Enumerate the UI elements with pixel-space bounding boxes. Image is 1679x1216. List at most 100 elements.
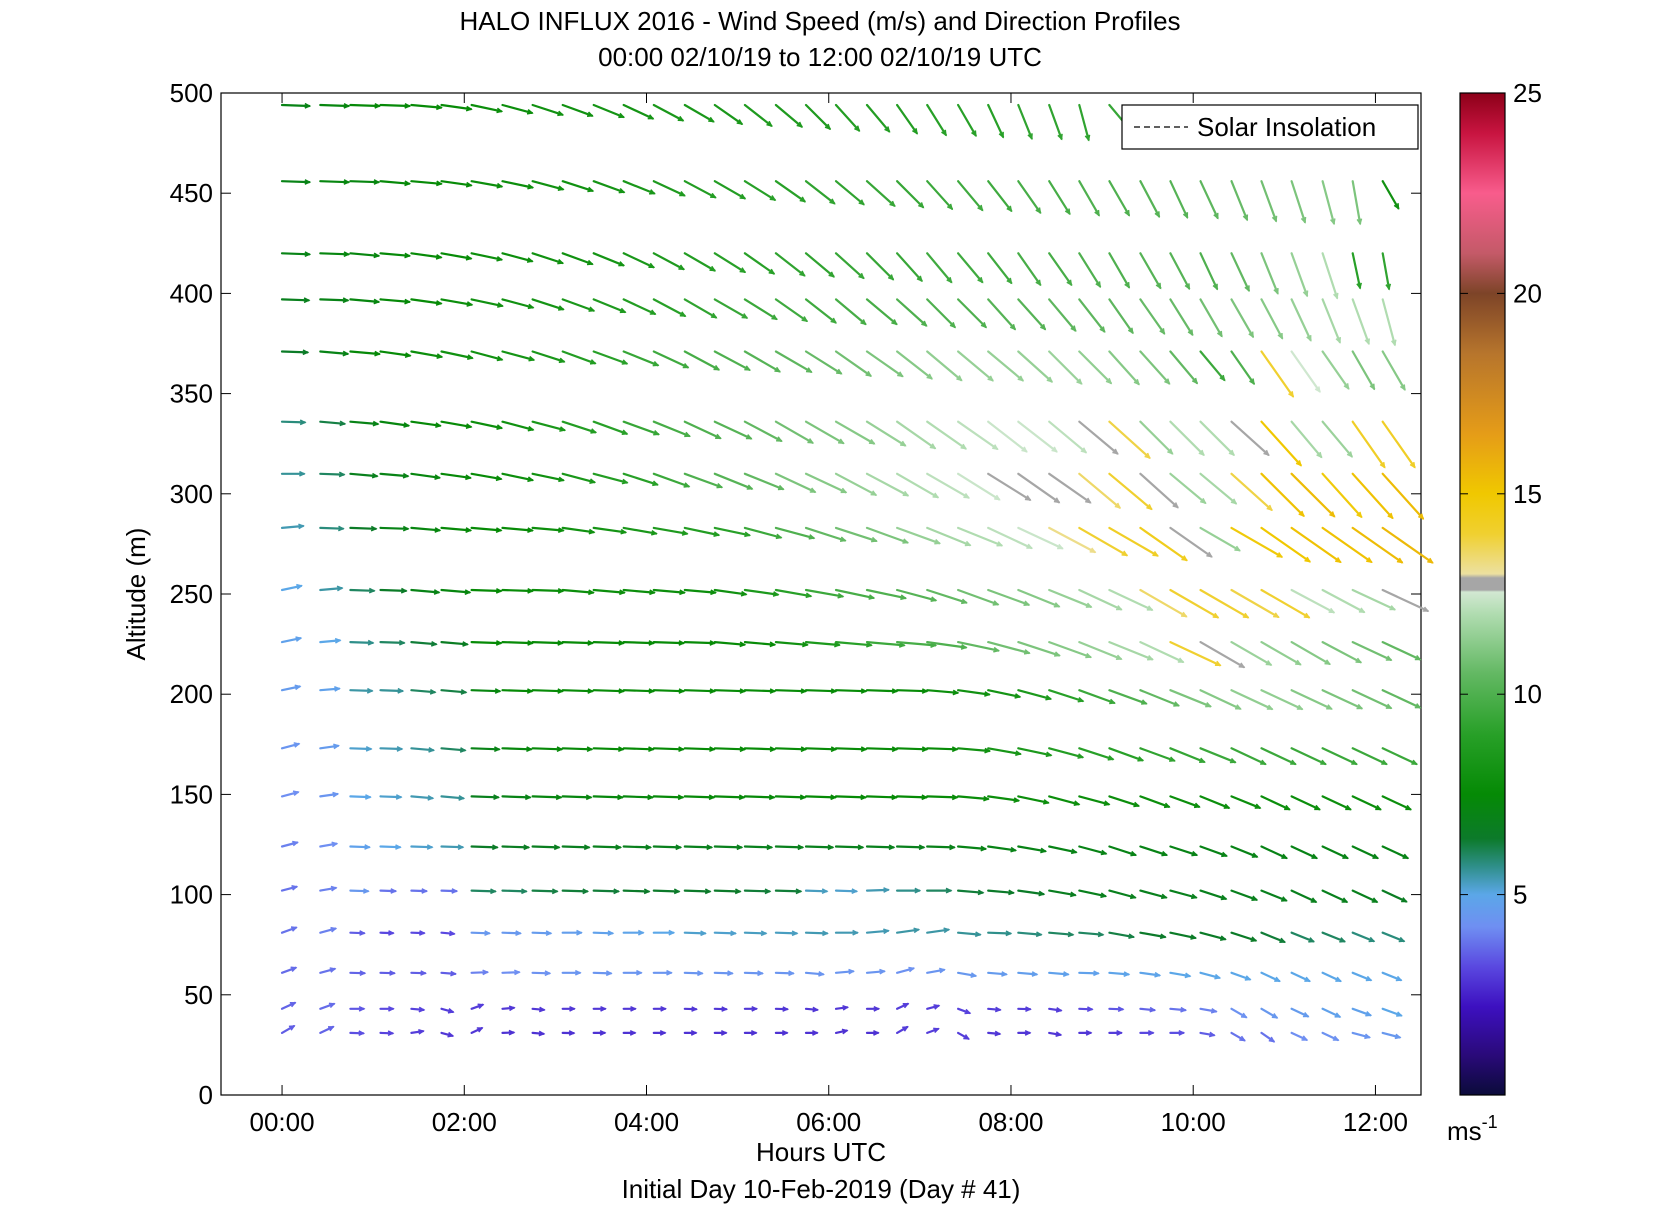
wind-arrow xyxy=(1260,971,1281,983)
wind-arrow xyxy=(1078,747,1114,761)
wind-arrow xyxy=(1017,889,1045,896)
wind-arrow-head xyxy=(828,271,835,278)
wind-arrow-head xyxy=(1006,205,1013,213)
wind-arrow-head xyxy=(1190,934,1197,940)
wind-arrow-head xyxy=(648,746,655,753)
wind-arrow xyxy=(865,795,898,799)
wind-arrow xyxy=(501,689,533,693)
wind-arrow-head xyxy=(1290,759,1297,765)
wind-arrow xyxy=(531,252,564,265)
wind-arrow-head xyxy=(465,105,473,112)
wind-arrow-head xyxy=(362,888,370,894)
wind-arrow-head xyxy=(527,527,534,533)
wind-arrow-head xyxy=(883,887,890,893)
wind-arrow-head xyxy=(781,1029,789,1036)
wind-arrow xyxy=(531,640,564,645)
wind-arrow-head xyxy=(829,198,836,205)
wind-arrow-head xyxy=(1001,971,1008,977)
wind-arrow xyxy=(987,931,1012,935)
wind-arrow-head xyxy=(776,436,783,442)
wind-arrow xyxy=(683,472,723,489)
wind-arrow xyxy=(1290,640,1331,666)
colorbar-unit: ms-1 xyxy=(1447,1112,1498,1146)
wind-arrow-head xyxy=(1077,697,1085,703)
wind-arrow xyxy=(1230,298,1255,338)
wind-arrow xyxy=(743,747,776,751)
wind-arrow-head xyxy=(769,195,777,201)
wind-arrow xyxy=(440,298,473,306)
wind-arrow xyxy=(1260,889,1288,902)
wind-arrow xyxy=(1048,747,1084,759)
wind-arrow-head xyxy=(436,353,444,359)
wind-arrow-head xyxy=(1302,290,1309,298)
wind-arrow-head xyxy=(812,1029,819,1036)
wind-arrow xyxy=(1260,1031,1275,1043)
wind-arrow-head xyxy=(720,1029,728,1036)
wind-arrow xyxy=(804,298,837,324)
wind-arrow-head xyxy=(1024,495,1032,501)
wind-arrow-head xyxy=(388,1005,395,1012)
wind-arrow xyxy=(683,252,716,272)
wind-arrow-head xyxy=(1369,383,1376,391)
wind-arrow-head xyxy=(797,844,805,851)
wind-arrow-head xyxy=(449,930,456,937)
wind-arrow-head xyxy=(1067,931,1075,938)
wind-arrow xyxy=(743,795,775,799)
wind-arrow-head xyxy=(998,131,1004,139)
wind-arrow xyxy=(683,845,713,849)
wind-arrow-head xyxy=(918,844,926,851)
wind-arrow-head xyxy=(1009,323,1017,331)
wind-arrow xyxy=(1139,298,1166,335)
wind-arrow xyxy=(804,472,847,494)
wind-arrow xyxy=(1381,350,1406,391)
wind-arrow-head xyxy=(930,596,938,602)
wind-arrow-head xyxy=(586,259,594,266)
wind-arrow xyxy=(926,180,954,210)
wind-arrow-head xyxy=(666,969,673,976)
wind-arrow xyxy=(1230,1007,1248,1019)
wind-arrow-head xyxy=(290,966,298,972)
wind-arrow xyxy=(319,526,344,530)
wind-arrow xyxy=(501,472,534,482)
wind-arrow-head xyxy=(734,888,742,895)
wind-arrow xyxy=(1017,689,1052,700)
wind-arrow xyxy=(713,252,746,273)
wind-arrow-head xyxy=(1214,660,1222,667)
wind-arrow xyxy=(1230,588,1280,619)
wind-arrow xyxy=(531,350,565,363)
wind-arrow-head xyxy=(649,309,657,315)
wind-arrow xyxy=(1169,252,1191,290)
wind-arrow-head xyxy=(1316,451,1323,459)
wind-arrow-head xyxy=(559,426,567,432)
wind-arrow xyxy=(713,640,746,646)
wind-arrow-head xyxy=(645,844,653,851)
wind-arrow xyxy=(592,180,625,194)
wind-arrow-head xyxy=(629,1029,637,1036)
wind-arrow xyxy=(1048,1007,1062,1012)
wind-arrow xyxy=(743,931,767,935)
wind-arrow xyxy=(319,744,340,750)
wind-arrow xyxy=(804,747,837,751)
wind-arrow-head xyxy=(764,888,772,895)
wind-arrow-head xyxy=(1133,801,1141,808)
wind-arrow xyxy=(1321,420,1353,458)
wind-arrow xyxy=(1260,420,1302,467)
wind-arrow xyxy=(1230,420,1270,456)
wind-arrow xyxy=(1017,747,1052,757)
wind-arrow-head xyxy=(1364,1033,1371,1040)
wind-arrow xyxy=(1290,845,1318,860)
wind-arrow-head xyxy=(1248,331,1254,339)
wind-arrow xyxy=(1199,350,1226,381)
wind-arrow xyxy=(1078,1007,1093,1011)
wind-arrow xyxy=(280,685,301,692)
wind-arrow xyxy=(1351,689,1392,710)
wind-arrow-head xyxy=(659,1029,667,1036)
x-tick-label: 04:00 xyxy=(614,1107,679,1137)
wind-arrow-head xyxy=(447,1031,455,1038)
wind-arrow-head xyxy=(745,434,753,440)
wind-arrow xyxy=(865,888,890,892)
wind-arrow xyxy=(440,795,465,800)
wind-arrow-head xyxy=(857,844,865,851)
wind-arrow xyxy=(834,889,858,893)
wind-arrow xyxy=(1230,640,1272,666)
